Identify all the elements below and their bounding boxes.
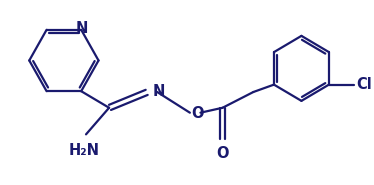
Text: N: N: [152, 83, 165, 99]
Text: N: N: [76, 21, 88, 36]
Text: O: O: [191, 106, 203, 121]
Text: O: O: [216, 146, 229, 161]
Text: H₂N: H₂N: [68, 143, 99, 158]
Text: Cl: Cl: [356, 77, 372, 92]
